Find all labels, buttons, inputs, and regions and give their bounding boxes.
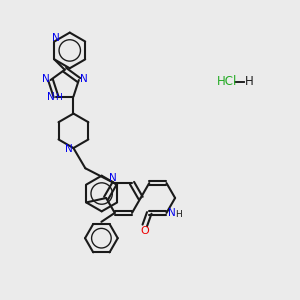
Text: N: N <box>47 92 55 102</box>
Text: H: H <box>175 210 182 219</box>
Text: N: N <box>42 74 50 83</box>
Text: HCl: HCl <box>217 75 238 88</box>
Text: N: N <box>80 74 88 83</box>
Text: H: H <box>56 93 62 102</box>
Text: N: N <box>64 144 72 154</box>
Text: H: H <box>245 75 254 88</box>
Text: O: O <box>140 226 149 236</box>
Text: N: N <box>168 208 176 218</box>
Text: N: N <box>52 33 60 43</box>
Text: N: N <box>110 173 117 183</box>
